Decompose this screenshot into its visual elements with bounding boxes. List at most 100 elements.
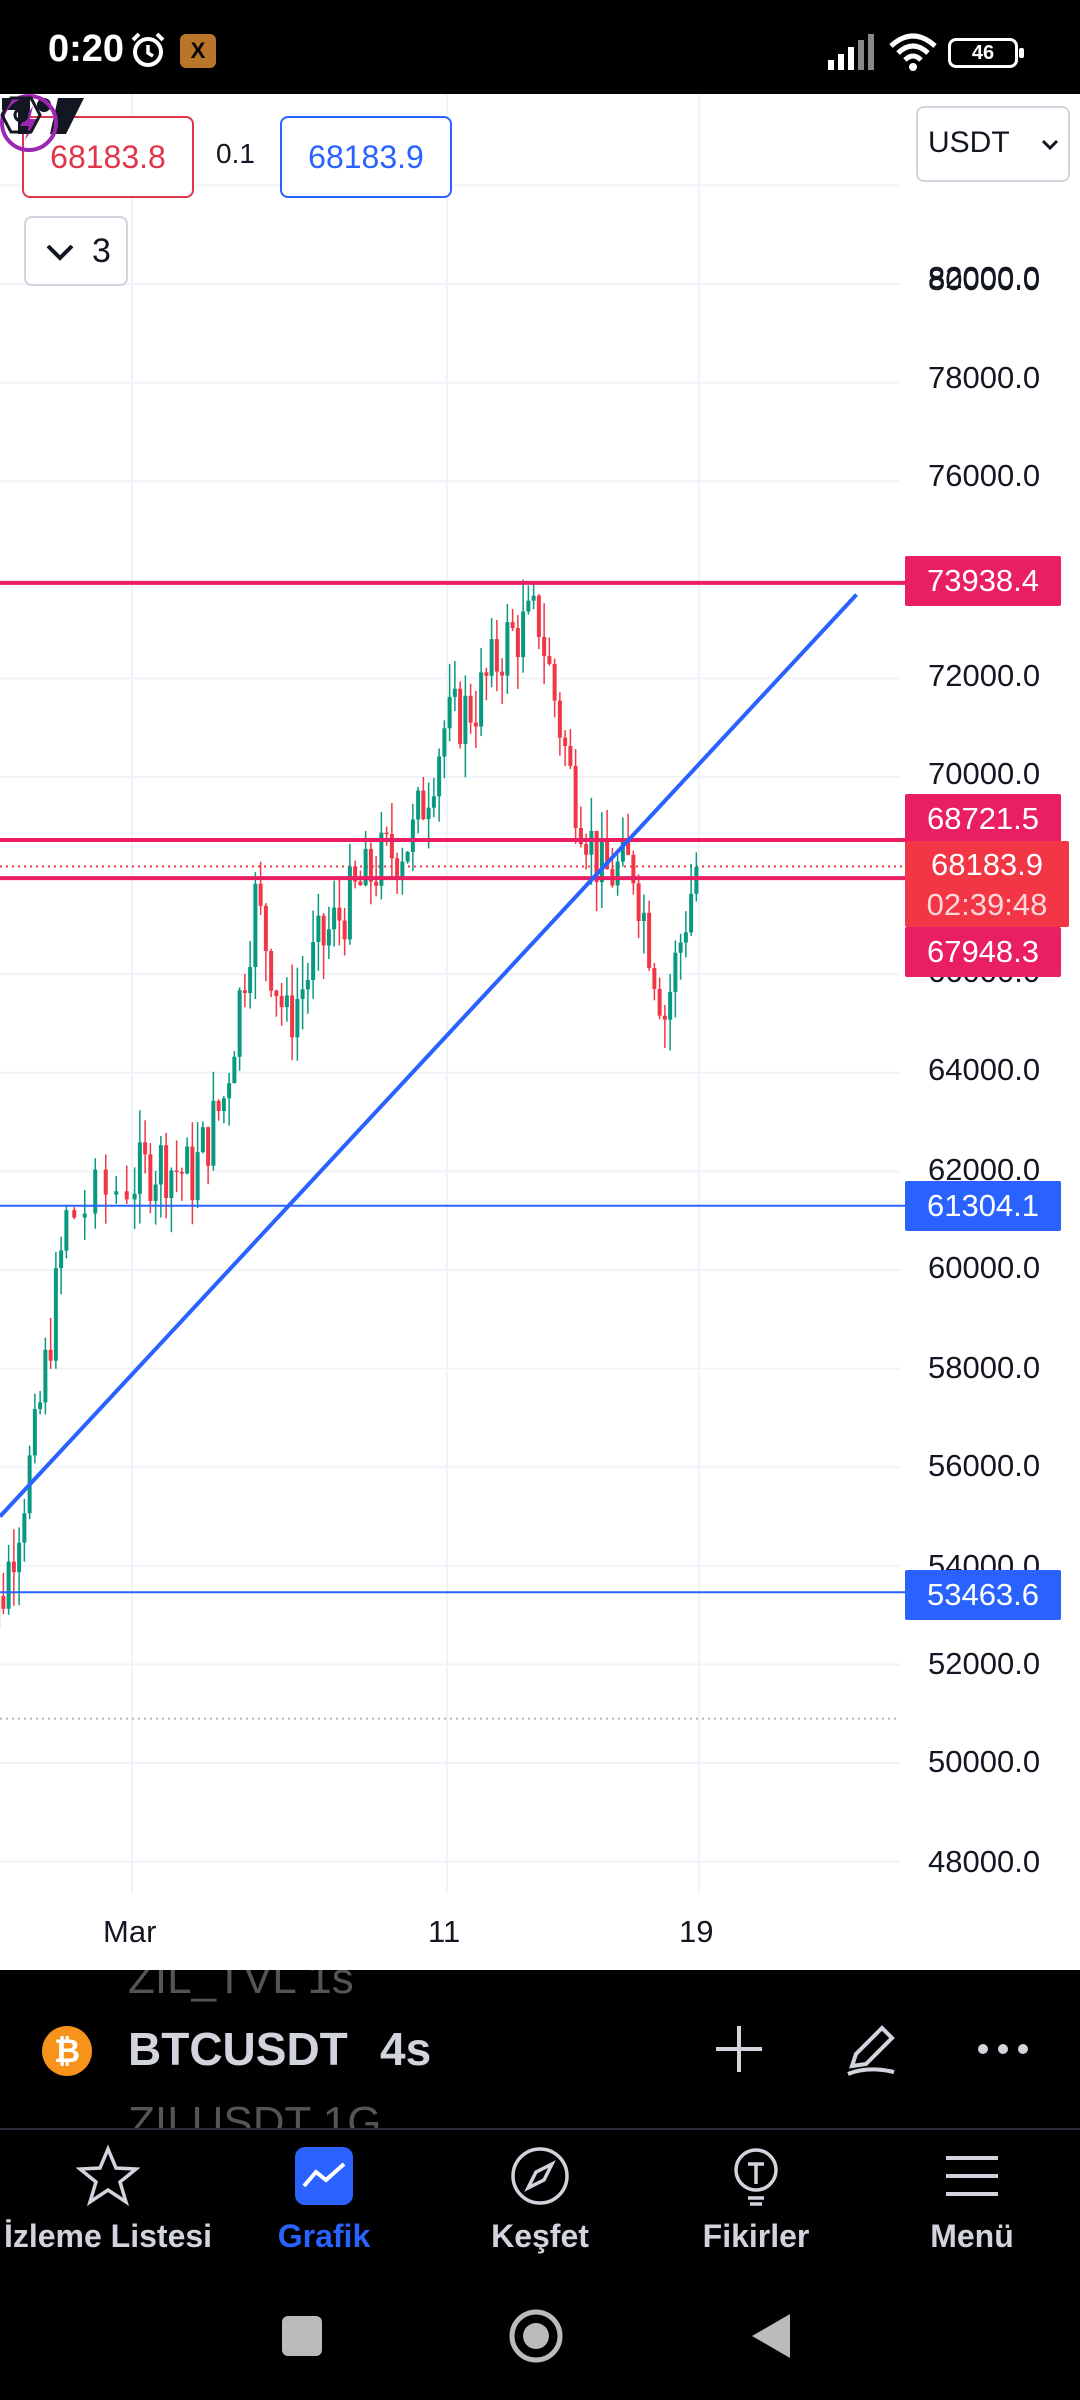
currency-select[interactable]: USDT <box>916 106 1070 182</box>
candle-body <box>426 807 431 820</box>
candle-body <box>358 881 363 886</box>
hexagon-settings-icon[interactable] <box>0 94 42 136</box>
y-tick: 64000.0 <box>928 1052 1041 1087</box>
nav-label: Menü <box>930 2218 1014 2254</box>
candle-body <box>489 639 494 676</box>
bar-countdown: 02:39:48 <box>926 887 1048 922</box>
candle-body <box>463 695 468 744</box>
candle-body <box>694 866 699 894</box>
candle-body <box>484 672 489 676</box>
star-icon <box>76 2144 140 2207</box>
price-chart[interactable] <box>0 94 1080 1970</box>
collapse-orders-button[interactable]: 3 <box>24 216 128 286</box>
level-tag[interactable]: 68721.5 <box>905 794 1061 844</box>
candle-body <box>657 988 662 1016</box>
candle-body <box>584 844 589 855</box>
candle-body <box>615 861 620 886</box>
candle-body <box>494 639 499 672</box>
status-bar: 0:20 X 46 <box>0 0 1080 94</box>
candle-body <box>678 942 683 953</box>
candle-body <box>552 663 557 701</box>
candle-body <box>379 832 384 886</box>
current-price-tag: 68183.9 02:39:48 <box>905 841 1069 927</box>
lightning-icon[interactable] <box>0 94 58 152</box>
candle-body <box>269 951 274 991</box>
candle-body <box>311 942 316 981</box>
more-icon[interactable] <box>970 2016 1036 2082</box>
candle-body <box>72 1210 77 1218</box>
chevron-down-icon <box>46 244 74 261</box>
candle-body <box>505 622 510 676</box>
candle-body <box>17 1542 22 1573</box>
candle-body <box>82 1213 87 1218</box>
y-tick: 80000.0 <box>928 262 1041 297</box>
candle-body <box>179 1171 184 1174</box>
app-notification-icon: X <box>180 34 216 68</box>
symbol-bar: ZIL_TVL 1s ZILUSDT 1G ₿ BTCUSDT 4s <box>0 1970 1080 2128</box>
back-icon[interactable] <box>742 2306 802 2366</box>
level-tag[interactable]: 61304.1 <box>905 1181 1061 1231</box>
candle-body <box>164 1145 169 1199</box>
recents-icon[interactable] <box>272 2306 332 2366</box>
level-tag[interactable]: 73938.4 <box>905 556 1061 606</box>
candle-body <box>1 1596 6 1609</box>
candle-body <box>326 929 331 946</box>
candle-body <box>237 990 242 1057</box>
candle-body <box>479 672 484 727</box>
nav-label: Fikirler <box>702 2218 810 2254</box>
nav-label: İzleme Listesi <box>3 2218 213 2254</box>
candle-body <box>132 1193 137 1200</box>
interval[interactable]: 4s <box>380 2023 432 2075</box>
candle-body <box>284 995 289 1008</box>
candle-body <box>337 907 342 921</box>
collapsed-count: 3 <box>92 232 111 270</box>
candle-body <box>563 737 568 746</box>
draw-icon[interactable] <box>838 2016 904 2082</box>
candle-body <box>38 1402 43 1410</box>
nav-watchlist[interactable]: İzleme Listesi <box>0 2130 216 2290</box>
nav-ideas[interactable]: Fikirler <box>648 2130 864 2290</box>
level-tag[interactable]: 67948.3 <box>905 927 1061 977</box>
candle-body <box>53 1268 58 1361</box>
current-price: 68183.9 <box>930 847 1044 882</box>
candle-body <box>652 968 657 989</box>
candle-body <box>673 952 678 992</box>
scroll-ghost-symbol: ZILUSDT 1G <box>128 2098 382 2128</box>
level-tag[interactable]: 53463.6 <box>905 1570 1061 1620</box>
sell-price-button[interactable]: 68183.8 <box>22 116 194 198</box>
candle-body <box>93 1169 98 1214</box>
candle-body <box>473 722 478 727</box>
chart-icon <box>295 2147 353 2205</box>
buy-price-button[interactable]: 68183.9 <box>280 116 452 198</box>
nav-chart[interactable]: Grafik <box>216 2130 432 2290</box>
candle-body <box>137 1142 142 1194</box>
candle-body <box>641 912 646 921</box>
x-tick: 11 <box>428 1914 461 1949</box>
candle-body <box>227 1083 232 1099</box>
candle-body <box>190 1146 195 1201</box>
candle-body <box>290 995 295 1038</box>
plus-icon[interactable] <box>706 2016 772 2082</box>
candle-body <box>400 861 405 878</box>
candle-body <box>153 1184 158 1201</box>
symbol-name[interactable]: BTCUSDT <box>128 2023 348 2075</box>
home-icon[interactable] <box>506 2306 566 2366</box>
candle-body <box>211 1100 216 1166</box>
currency-value: USDT <box>928 126 1010 159</box>
y-tick: 70000.0 <box>928 756 1041 791</box>
candle-body <box>347 866 352 940</box>
battery-icon: 46 <box>948 38 1024 68</box>
chart-area[interactable]: 68183.8 0.1 68183.9 3 USDT 82000.0 80000… <box>0 94 1080 1970</box>
candle-body <box>374 881 379 886</box>
candle-body <box>510 622 515 629</box>
candle-body <box>59 1250 64 1269</box>
candle-body <box>589 830 594 855</box>
candle-body <box>389 833 394 859</box>
candle-body <box>305 980 310 990</box>
nav-explore[interactable]: Keşfet <box>432 2130 648 2290</box>
candle-body <box>342 920 347 940</box>
candle-body <box>515 628 520 658</box>
candle-body <box>279 995 284 1008</box>
nav-menu[interactable]: Menü <box>864 2130 1080 2290</box>
candle-body <box>274 990 279 996</box>
